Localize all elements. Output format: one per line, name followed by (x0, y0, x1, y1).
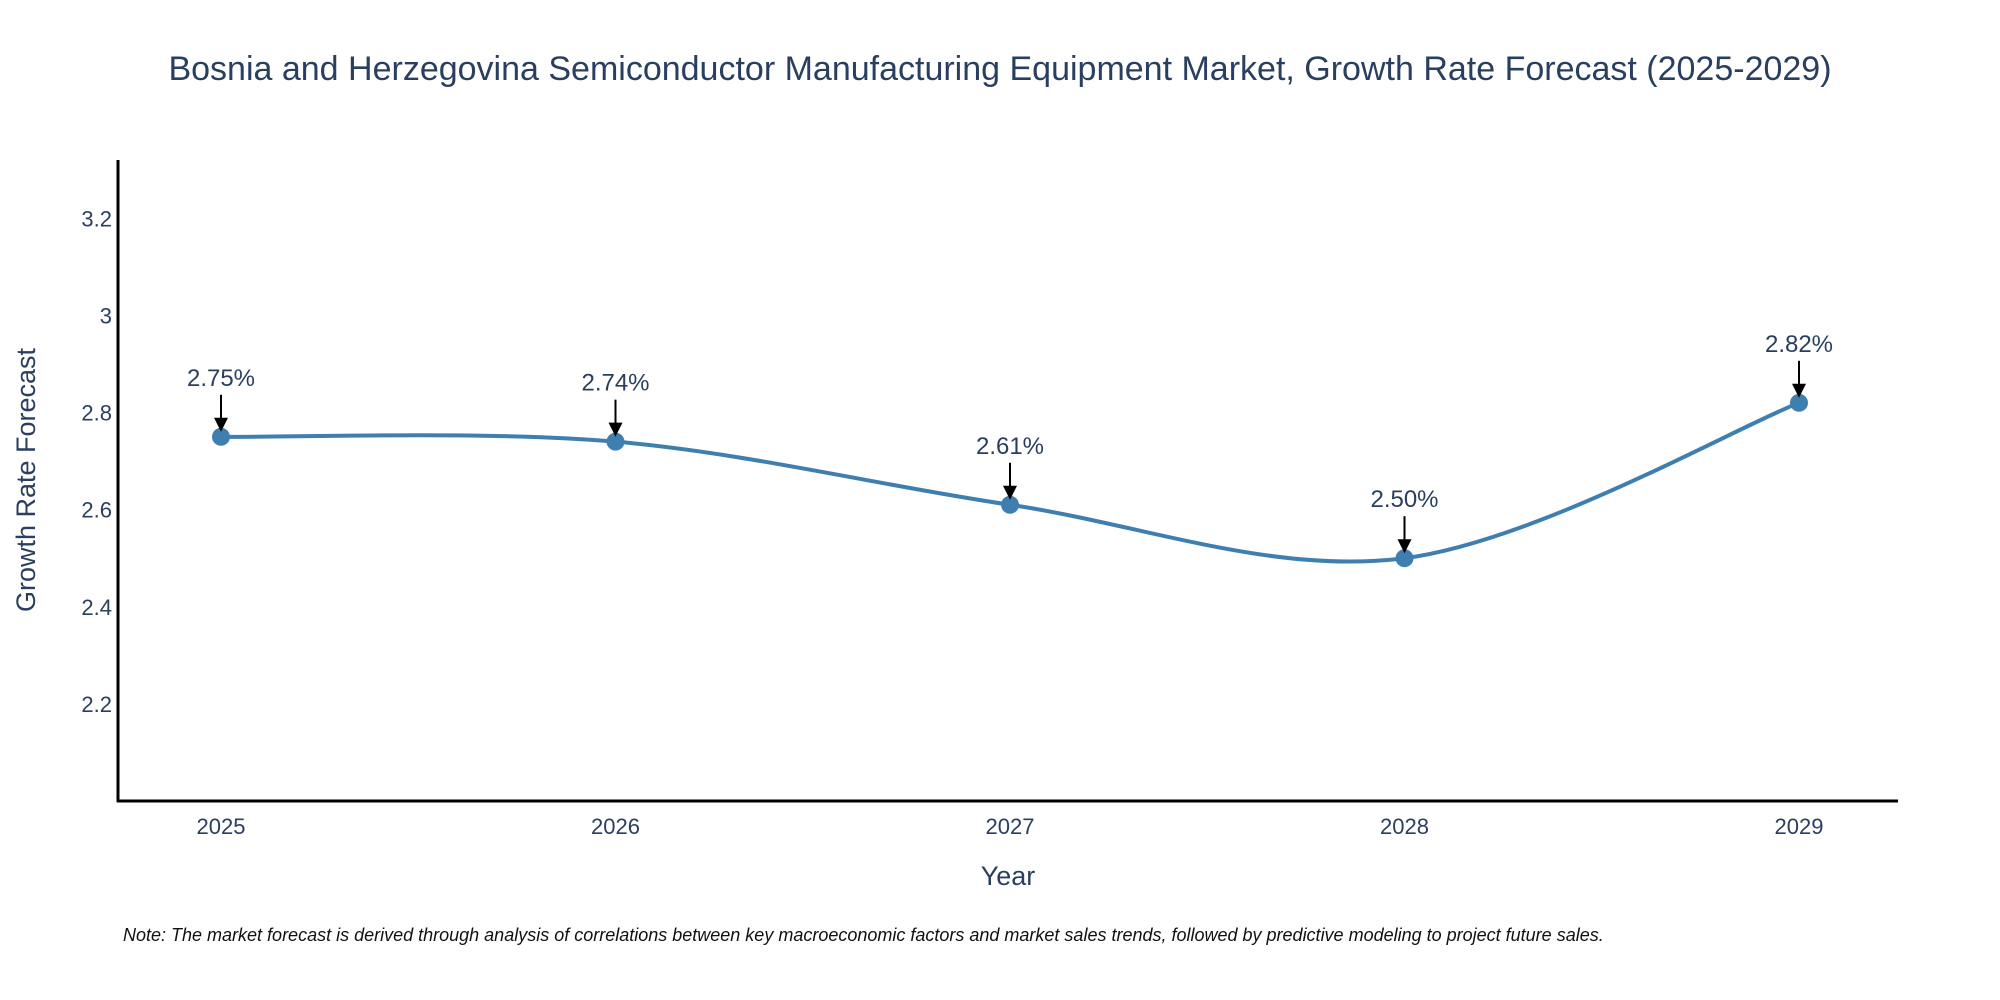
annotation-arrow-head (1792, 383, 1806, 398)
chart-title: Bosnia and Herzegovina Semiconductor Man… (168, 50, 1831, 88)
data-point (212, 427, 230, 446)
data-label: 2.61% (976, 433, 1044, 460)
x-axis-ticks: 2025 2026 2027 2028 2029 (197, 814, 1824, 839)
annotation-arrow-head (1003, 485, 1017, 500)
x-tick-label: 2026 (591, 814, 640, 839)
data-annotations: 2.75% 2.74% 2.61% 2.50% 2.82% (187, 331, 1833, 554)
y-tick-label: 2.2 (81, 692, 112, 717)
x-axis-title: Year (981, 861, 1036, 891)
data-point (1395, 549, 1414, 568)
y-tick-label: 2.6 (81, 498, 112, 523)
x-tick-label: 2029 (1775, 814, 1824, 839)
y-axis-title: Growth Rate Forecast (11, 347, 41, 612)
data-point (1001, 495, 1019, 514)
annotation-arrow-head (214, 417, 228, 432)
data-point (606, 432, 625, 451)
data-points (212, 393, 1808, 568)
data-point (1790, 393, 1808, 412)
y-tick-label: 3.2 (81, 206, 112, 231)
footnote: Note: The market forecast is derived thr… (123, 925, 1604, 945)
y-tick-label: 3 (100, 303, 112, 328)
annotation-arrow-head (1397, 539, 1412, 554)
annotation-arrow-head (608, 422, 623, 437)
y-tick-label: 2.8 (81, 401, 112, 426)
data-label: 2.50% (1370, 486, 1438, 513)
x-tick-label: 2027 (986, 814, 1035, 839)
data-label: 2.74% (581, 370, 649, 397)
data-label: 2.75% (187, 365, 255, 392)
y-axis-ticks: 2.2 2.4 2.6 2.8 3 3.2 (81, 206, 112, 717)
x-tick-label: 2025 (197, 814, 246, 839)
data-label: 2.82% (1765, 331, 1833, 358)
x-tick-label: 2028 (1380, 814, 1429, 839)
y-tick-label: 2.4 (81, 595, 112, 620)
